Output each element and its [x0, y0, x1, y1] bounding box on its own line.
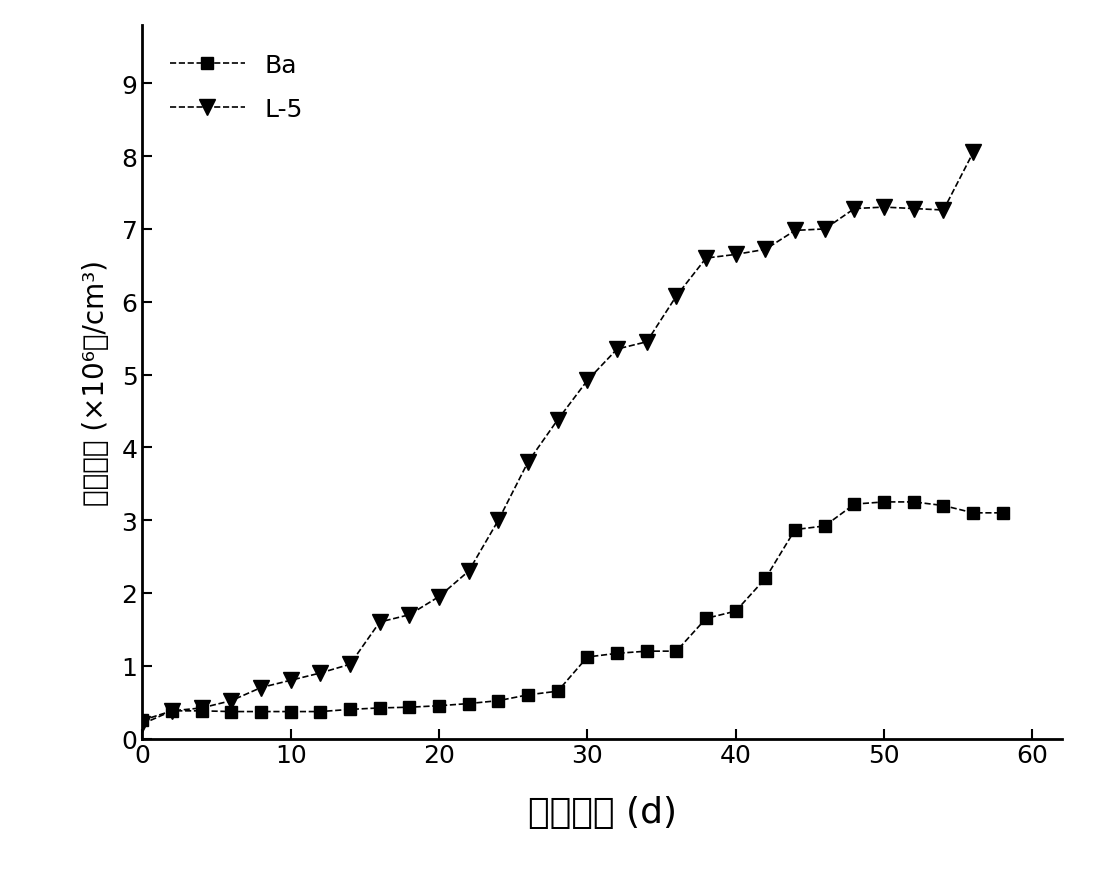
Ba [788, 525, 802, 535]
L-5 [521, 457, 534, 468]
L-5 [877, 202, 890, 213]
L-5 [462, 567, 475, 577]
Ba [641, 647, 654, 657]
Ba [611, 648, 624, 659]
Ba [551, 687, 564, 697]
Ba [433, 700, 446, 711]
Ba [729, 607, 742, 617]
L-5 [818, 224, 831, 235]
L-5 [641, 337, 654, 348]
L-5 [848, 204, 861, 215]
Y-axis label: 细胞数量 (×10⁶个/cm³): 细胞数量 (×10⁶个/cm³) [82, 260, 111, 505]
L-5 [492, 515, 505, 526]
L-5 [433, 592, 446, 602]
Legend: Ba, L-5: Ba, L-5 [154, 38, 319, 136]
L-5 [136, 719, 149, 729]
L-5 [373, 617, 387, 627]
Ba [818, 521, 831, 532]
Ba [700, 614, 713, 624]
L-5 [670, 291, 683, 302]
Ba [580, 652, 593, 662]
Ba [165, 706, 178, 716]
Ba [136, 715, 149, 726]
Ba [937, 501, 950, 511]
Line: Ba: Ba [136, 496, 1010, 726]
L-5 [611, 344, 624, 355]
Ba [908, 497, 921, 507]
L-5 [580, 375, 593, 386]
Ba [967, 508, 980, 519]
Ba [877, 497, 890, 507]
Ba [403, 702, 416, 713]
Ba [284, 706, 297, 717]
Ba [254, 706, 267, 717]
L-5 [403, 610, 416, 620]
Ba [373, 703, 387, 713]
Ba [492, 695, 505, 706]
L-5 [759, 245, 772, 255]
L-5 [224, 695, 238, 706]
Ba [759, 574, 772, 584]
Ba [344, 705, 357, 715]
L-5 [195, 703, 208, 713]
L-5 [788, 226, 802, 236]
Ba [314, 706, 327, 717]
L-5 [314, 668, 327, 679]
L-5 [551, 415, 564, 426]
L-5 [344, 660, 357, 670]
L-5 [967, 148, 980, 158]
Ba [996, 508, 1010, 519]
L-5 [908, 204, 921, 215]
Ba [462, 699, 475, 709]
Ba [195, 706, 208, 716]
Ba [848, 500, 861, 510]
Ba [521, 690, 534, 700]
Ba [670, 647, 683, 657]
L-5 [937, 206, 950, 216]
L-5 [254, 682, 267, 693]
L-5 [729, 250, 742, 261]
L-5 [700, 254, 713, 264]
L-5 [284, 675, 297, 686]
X-axis label: 培展时间 (d): 培展时间 (d) [528, 795, 677, 829]
L-5 [165, 706, 178, 716]
Line: L-5: L-5 [135, 146, 981, 732]
Ba [224, 706, 238, 717]
